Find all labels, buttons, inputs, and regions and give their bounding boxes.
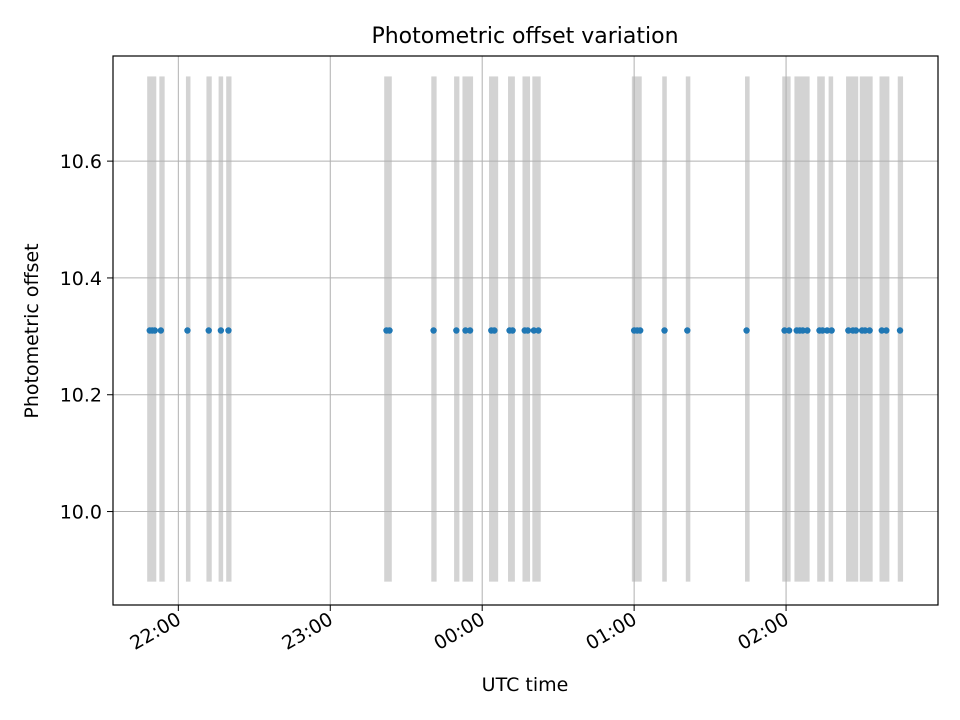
data-point bbox=[684, 327, 691, 334]
plot-frame bbox=[112, 55, 939, 606]
y-tick-label: 10.4 bbox=[60, 268, 102, 290]
data-point bbox=[386, 327, 393, 334]
data-point bbox=[883, 327, 890, 334]
data-point bbox=[535, 327, 542, 334]
data-point bbox=[466, 327, 474, 334]
data-point bbox=[205, 327, 212, 334]
data-point bbox=[217, 327, 225, 334]
y-tick-label: 10.6 bbox=[60, 151, 102, 173]
data-point bbox=[151, 327, 158, 334]
data-point bbox=[225, 327, 232, 334]
data-point bbox=[845, 327, 852, 334]
data-point bbox=[743, 327, 750, 334]
chart-title: Photometric offset variation bbox=[371, 24, 678, 49]
y-axis-label: Photometric offset bbox=[21, 243, 43, 418]
gridlines bbox=[113, 56, 938, 605]
data-point bbox=[430, 327, 437, 334]
data-point bbox=[861, 327, 869, 334]
data-point bbox=[852, 327, 860, 334]
y-tick-label: 10.2 bbox=[60, 385, 102, 407]
data-point bbox=[823, 327, 831, 334]
data-point bbox=[828, 327, 835, 334]
y-tick-label: 10.0 bbox=[60, 502, 102, 524]
data-point bbox=[637, 327, 644, 334]
data-points bbox=[146, 327, 904, 334]
data-point bbox=[781, 327, 788, 334]
data-point bbox=[661, 327, 668, 334]
data-point bbox=[804, 327, 811, 334]
data-point bbox=[896, 327, 904, 334]
data-point bbox=[462, 327, 469, 334]
data-point bbox=[878, 327, 885, 334]
data-point bbox=[819, 327, 826, 334]
data-point bbox=[799, 327, 806, 334]
data-point bbox=[157, 327, 165, 334]
data-point bbox=[785, 327, 793, 334]
x-axis-label: UTC time bbox=[482, 674, 569, 696]
data-point bbox=[530, 327, 538, 334]
data-point bbox=[866, 327, 873, 334]
data-point bbox=[184, 327, 191, 334]
data-point bbox=[491, 327, 498, 334]
data-point bbox=[509, 327, 516, 334]
data-point bbox=[453, 327, 460, 334]
data-point bbox=[524, 327, 531, 334]
